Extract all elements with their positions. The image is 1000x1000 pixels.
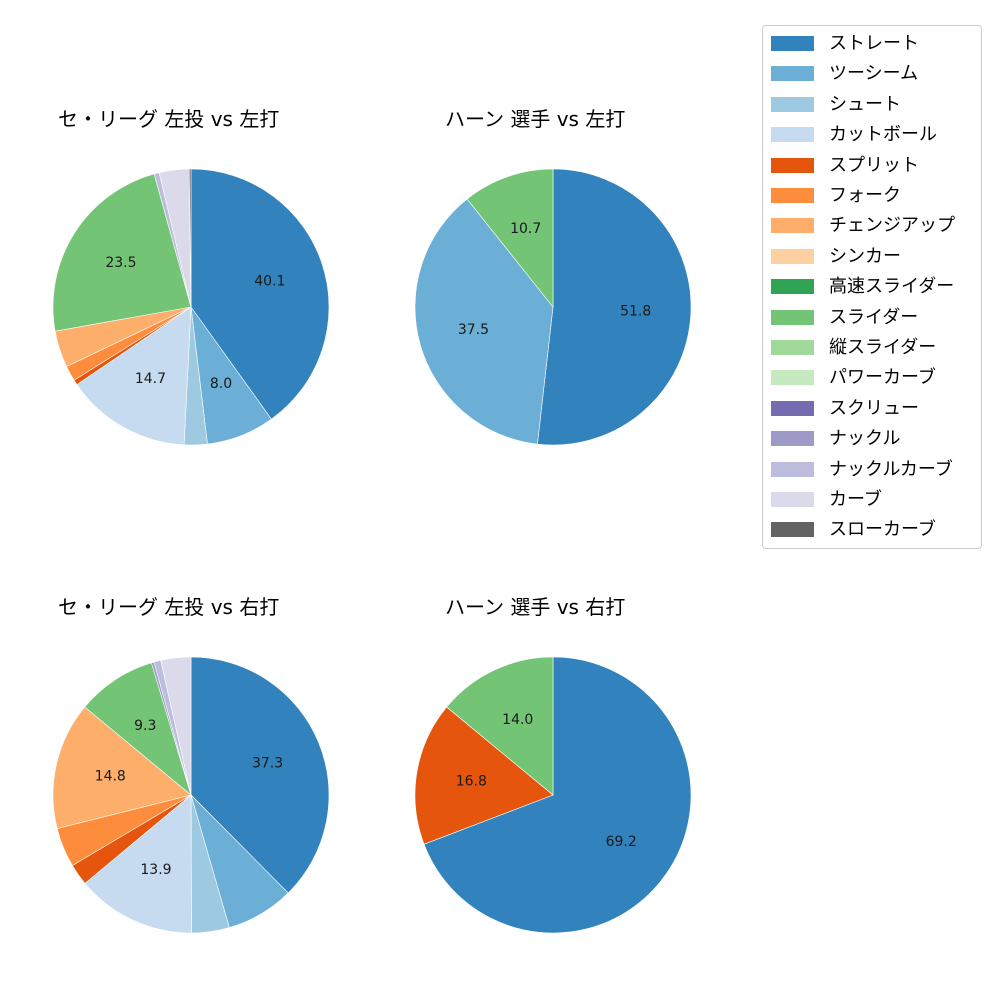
legend-item: 高速スライダー xyxy=(763,275,981,299)
legend-item: ナックルカーブ xyxy=(763,458,981,482)
pie-slice-label: 40.1 xyxy=(254,274,285,290)
pie-slice xyxy=(423,656,692,934)
pie-slice-label: 69.2 xyxy=(606,834,637,850)
pie-slice-label: 16.8 xyxy=(456,774,487,790)
legend-swatch xyxy=(771,400,814,416)
legend-label: スライダー xyxy=(829,306,919,328)
legend: ストレートツーシームシュートカットボール スプリットフォークチェンジアップ シンカー… xyxy=(762,25,982,549)
pie-slice xyxy=(76,306,192,446)
legend-item: スローカーブ xyxy=(763,518,981,542)
pie-slice xyxy=(414,706,554,845)
legend-swatch xyxy=(771,370,814,386)
legend-item: シンカー xyxy=(763,245,981,269)
legend-label: シュート xyxy=(829,93,901,115)
legend-swatch xyxy=(771,431,814,447)
pie-slice xyxy=(84,794,192,934)
legend-label: スプリット xyxy=(829,154,919,176)
pie-slice xyxy=(414,198,554,445)
pie-slice-label: 14.7 xyxy=(135,371,166,387)
pie-slice-label: 13.9 xyxy=(140,862,171,878)
legend-label: カーブ xyxy=(829,489,882,510)
legend-label: ナックル xyxy=(829,428,901,450)
chart-title-hahn-vs-right: ハーン 選手 vs 右打 xyxy=(445,595,626,619)
legend-label: 縦スライダー xyxy=(829,337,937,358)
legend-item: フォーク xyxy=(763,184,981,208)
pie-slice xyxy=(160,656,192,796)
pie-slice xyxy=(52,173,192,332)
chart-title-league-vs-right: セ・リーグ 左投 vs 右打 xyxy=(58,595,280,619)
pie-slice xyxy=(52,706,192,829)
legend-item: パワーカーブ xyxy=(763,366,981,390)
pie-slice xyxy=(466,168,554,308)
legend-label: パワーカーブ xyxy=(829,367,936,389)
pie-slice xyxy=(190,656,330,894)
legend-label: ツーシーム xyxy=(829,63,919,85)
legend-label: カットボール xyxy=(829,124,937,146)
legend-swatch xyxy=(771,66,814,82)
legend-item: チェンジアップ xyxy=(763,214,981,238)
pie-slice-label: 37.5 xyxy=(458,322,489,338)
legend-swatch xyxy=(771,188,814,203)
pie-slice-label: 8.0 xyxy=(210,376,232,392)
legend-item: スプリット xyxy=(763,154,981,178)
legend-swatch xyxy=(771,279,814,295)
legend-item: ナックル xyxy=(763,427,981,451)
legend-swatch xyxy=(771,492,814,507)
legend-label: ナックルカーブ xyxy=(829,458,953,480)
legend-swatch xyxy=(771,218,814,234)
legend-swatch xyxy=(771,157,814,173)
legend-swatch xyxy=(771,461,814,477)
legend-label: 高速スライダー xyxy=(829,276,955,298)
pie-slice xyxy=(446,656,554,796)
legend-item: ツーシーム xyxy=(763,62,981,86)
legend-swatch xyxy=(771,340,814,355)
legend-swatch xyxy=(771,522,814,538)
chart-title-hahn-vs-left: ハーン 選手 vs 左打 xyxy=(445,107,626,131)
pie-slice-label: 51.8 xyxy=(620,304,651,320)
pie-slice xyxy=(84,662,192,796)
legend-item: カーブ xyxy=(763,488,981,512)
legend-item: スクリュー xyxy=(763,397,981,421)
pie-slice xyxy=(188,168,192,308)
legend-swatch xyxy=(771,309,814,325)
legend-swatch xyxy=(771,127,814,143)
legend-label: ストレート xyxy=(829,33,919,54)
pie-slice-label: 9.3 xyxy=(134,718,156,734)
pie-slice-label: 10.7 xyxy=(510,221,541,237)
legend-item: カットボール xyxy=(763,123,981,147)
chart-title-league-vs-left: セ・リーグ 左投 vs 左打 xyxy=(58,107,280,131)
legend-item: シュート xyxy=(763,93,981,117)
pie-slice-label: 14.8 xyxy=(95,769,126,785)
legend-item: スライダー xyxy=(763,306,981,330)
legend-label: フォーク xyxy=(829,185,901,206)
pie-slice-label: 14.0 xyxy=(502,712,533,728)
pie-slice-label: 23.5 xyxy=(105,255,136,271)
pie-slice-label: 37.3 xyxy=(252,755,283,771)
pie-slice xyxy=(537,168,692,446)
pie-slice xyxy=(190,168,330,420)
legend-label: スクリュー xyxy=(829,397,919,419)
legend-swatch xyxy=(771,248,814,264)
legend-label: チェンジアップ xyxy=(829,215,955,237)
legend-label: スローカーブ xyxy=(829,519,936,541)
legend-item: ストレート xyxy=(763,32,981,56)
legend-swatch xyxy=(771,96,814,112)
legend-item: 縦スライダー xyxy=(763,336,981,360)
legend-swatch xyxy=(771,36,814,51)
legend-label: シンカー xyxy=(829,245,901,267)
